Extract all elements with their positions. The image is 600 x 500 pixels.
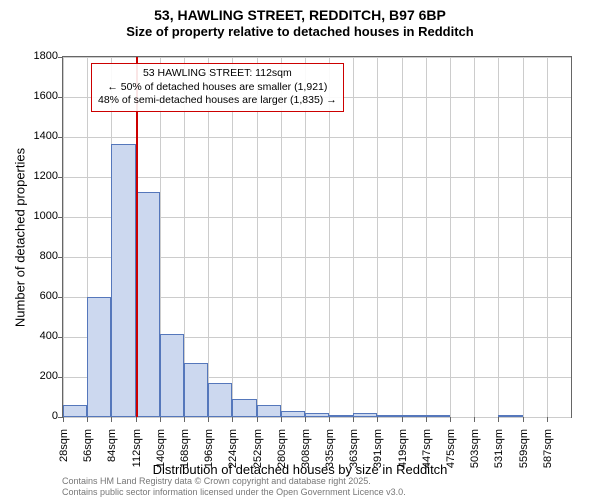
histogram-bar	[402, 415, 426, 417]
y-tick-label: 1600	[18, 90, 58, 102]
grid-line-v	[474, 57, 475, 417]
histogram-bar	[160, 334, 184, 417]
grid-line-v	[523, 57, 524, 417]
histogram-bar	[111, 144, 135, 417]
y-tick-label: 800	[18, 250, 58, 262]
x-tick-mark	[136, 417, 137, 422]
footer-text: Contains HM Land Registry data © Crown c…	[62, 476, 406, 498]
histogram-bar	[281, 411, 305, 417]
x-tick-mark	[547, 417, 548, 422]
x-axis-label: Distribution of detached houses by size …	[0, 462, 600, 477]
x-tick-mark	[63, 417, 64, 422]
grid-line-v	[498, 57, 499, 417]
grid-line-v	[426, 57, 427, 417]
grid-line-h	[63, 177, 571, 178]
grid-line-v	[450, 57, 451, 417]
x-tick-mark	[426, 417, 427, 422]
grid-line-v	[402, 57, 403, 417]
histogram-bar	[426, 415, 450, 417]
histogram-bar	[63, 405, 87, 417]
y-tick-label: 400	[18, 330, 58, 342]
histogram-bar	[305, 413, 329, 417]
x-tick-mark	[208, 417, 209, 422]
x-tick-mark	[377, 417, 378, 422]
x-tick-mark	[498, 417, 499, 422]
annotation-line-3: 48% of semi-detached houses are larger (…	[98, 94, 337, 108]
grid-line-h	[63, 137, 571, 138]
histogram-bar	[184, 363, 208, 417]
grid-line-h	[63, 417, 571, 418]
y-tick-label: 600	[18, 290, 58, 302]
y-tick-label: 1400	[18, 130, 58, 142]
histogram-bar	[353, 413, 377, 417]
y-tick-label: 0	[18, 410, 58, 422]
annotation-box: 53 HAWLING STREET: 112sqm← 50% of detach…	[91, 63, 344, 112]
annotation-line-1: 53 HAWLING STREET: 112sqm	[98, 67, 337, 81]
y-tick-label: 200	[18, 370, 58, 382]
x-tick-mark	[329, 417, 330, 422]
x-tick-mark	[281, 417, 282, 422]
x-tick-mark	[184, 417, 185, 422]
y-axis-label: Number of detached properties	[13, 138, 28, 338]
grid-line-v	[547, 57, 548, 417]
y-tick-label: 1000	[18, 210, 58, 222]
x-tick-mark	[305, 417, 306, 422]
histogram-bar	[208, 383, 232, 417]
histogram-bar	[87, 297, 111, 417]
histogram-bar	[498, 415, 522, 417]
x-tick-mark	[111, 417, 112, 422]
x-tick-mark	[402, 417, 403, 422]
histogram-bar	[232, 399, 256, 417]
x-tick-mark	[450, 417, 451, 422]
x-tick-mark	[523, 417, 524, 422]
x-tick-mark	[474, 417, 475, 422]
grid-line-v	[377, 57, 378, 417]
chart-container: 53, HAWLING STREET, REDDITCH, B97 6BP Si…	[0, 0, 600, 500]
histogram-bar	[377, 415, 401, 417]
x-tick-mark	[232, 417, 233, 422]
histogram-bar	[329, 415, 353, 417]
y-tick-label: 1800	[18, 50, 58, 62]
x-tick-mark	[160, 417, 161, 422]
annotation-line-2: ← 50% of detached houses are smaller (1,…	[98, 81, 337, 95]
page-title: 53, HAWLING STREET, REDDITCH, B97 6BP	[0, 0, 600, 24]
grid-line-v	[63, 57, 64, 417]
plot-area: 53 HAWLING STREET: 112sqm← 50% of detach…	[62, 56, 572, 418]
grid-line-v	[353, 57, 354, 417]
footer-line-1: Contains HM Land Registry data © Crown c…	[62, 476, 406, 487]
footer-line-2: Contains public sector information licen…	[62, 487, 406, 498]
page-subtitle: Size of property relative to detached ho…	[0, 24, 600, 41]
histogram-bar	[257, 405, 281, 417]
histogram-bar	[136, 192, 160, 417]
grid-line-h	[63, 57, 571, 58]
y-tick-label: 1200	[18, 170, 58, 182]
x-tick-mark	[353, 417, 354, 422]
x-tick-mark	[87, 417, 88, 422]
x-tick-mark	[257, 417, 258, 422]
